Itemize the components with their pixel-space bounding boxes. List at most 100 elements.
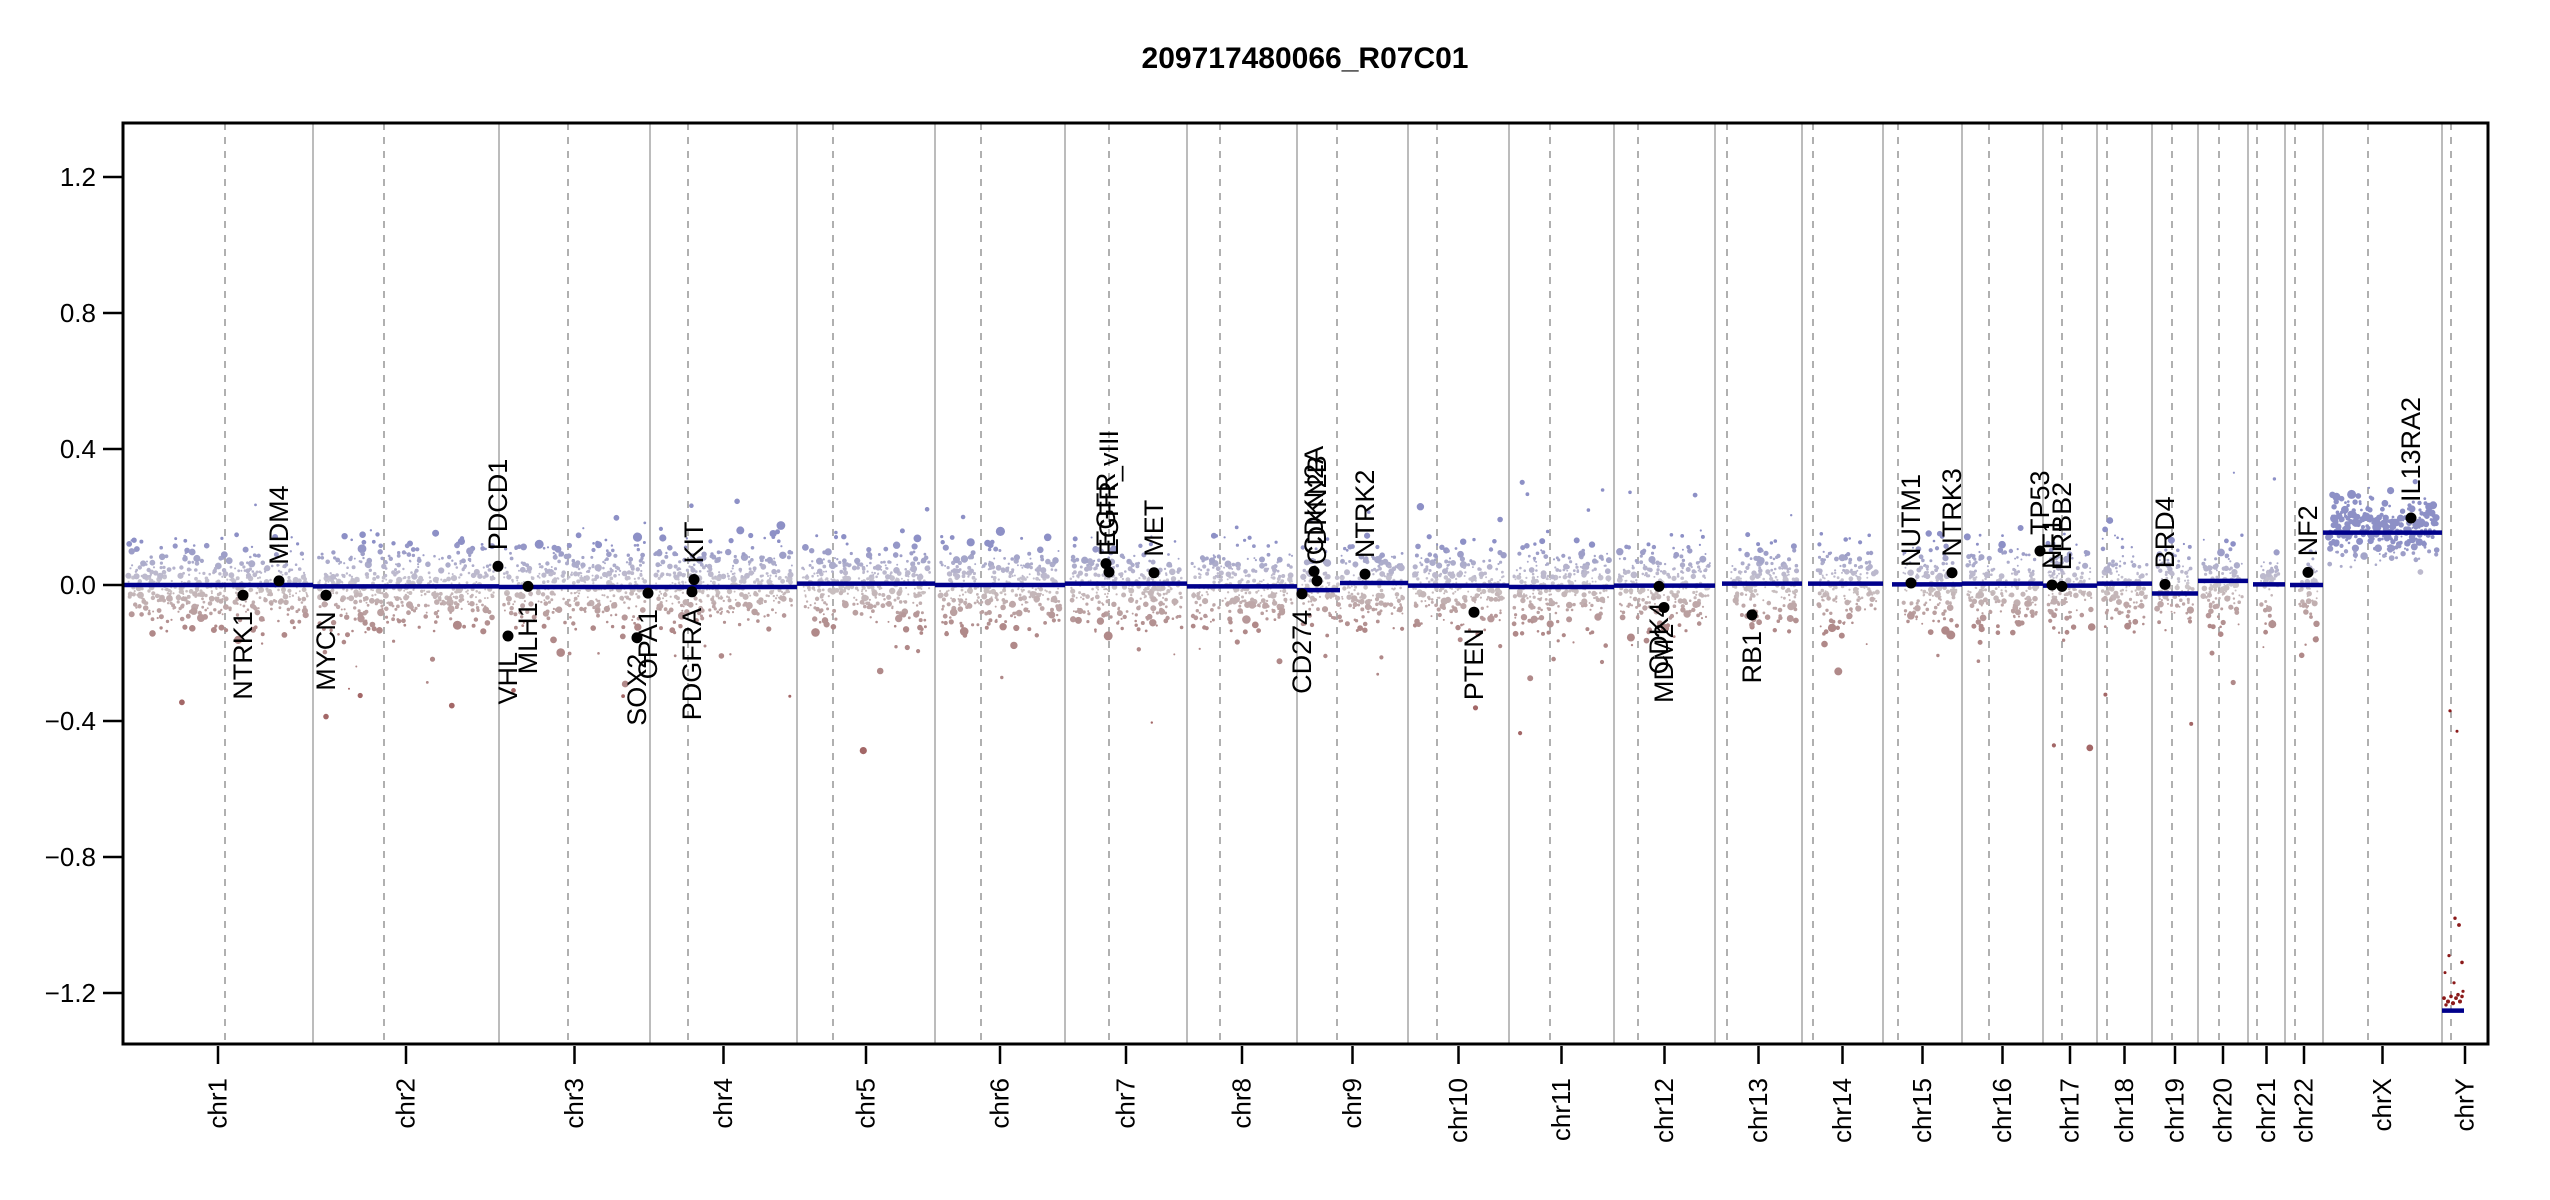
chrY-deep-loss-point bbox=[2444, 1003, 2448, 1007]
gene-annotation-label: NF2 bbox=[2293, 505, 2323, 556]
x-tick-label: chr13 bbox=[1743, 1078, 1773, 1143]
gene-annotation-label: IL13RA2 bbox=[2396, 397, 2426, 502]
y-tick-label: 0.4 bbox=[60, 434, 96, 464]
y-tick-label: 1.2 bbox=[60, 162, 96, 192]
x-tick-label: chr15 bbox=[1907, 1078, 1937, 1143]
x-tick-label: chr3 bbox=[559, 1078, 589, 1129]
gene-annotation-label: CDKN2A bbox=[1299, 446, 1329, 556]
gene-annotation-label: OPA1 bbox=[633, 609, 663, 679]
gene-dot bbox=[273, 575, 285, 587]
gene-dot bbox=[237, 589, 249, 601]
gene-dot bbox=[1468, 606, 1480, 618]
chrY-deep-loss-point bbox=[2452, 981, 2456, 985]
gene-annotation-label: KIT bbox=[679, 522, 709, 564]
scatter-points-bucket bbox=[147, 605, 2313, 618]
gene-dot bbox=[1296, 588, 1308, 600]
gene-annotation-label: CDK4 bbox=[1644, 602, 1674, 674]
gene-annotation-label: PTEN bbox=[1459, 628, 1489, 700]
gene-annotation-label: EGFR_vIII bbox=[1094, 430, 1124, 556]
gene-dot bbox=[2034, 545, 2046, 557]
gene-annotation-label: NTRK2 bbox=[1350, 470, 1380, 559]
chrY-deep-loss-point bbox=[2442, 996, 2446, 1000]
gene-annotation-label: CD274 bbox=[1287, 610, 1317, 694]
gene-annotation-label: PDCD1 bbox=[483, 459, 513, 551]
scatter-points-bucket bbox=[131, 558, 2378, 570]
y-axis: 1.2 0.8 0.4 0.0 −0.4 −0.8 −1.2 bbox=[45, 162, 123, 1008]
x-tick-label: chr22 bbox=[2289, 1078, 2319, 1143]
gene-dot bbox=[1653, 580, 1665, 592]
y-tick-label: 0.8 bbox=[60, 298, 96, 328]
gene-annotation-label: EGFR bbox=[1091, 473, 1121, 548]
chrY-deep-loss-point bbox=[2453, 916, 2457, 920]
gene-dot bbox=[1148, 567, 1160, 579]
scatter-points-bucket bbox=[128, 547, 2439, 559]
chrY-deep-loss-point bbox=[2458, 999, 2462, 1004]
plot-title: 209717480066_R07C01 bbox=[1142, 42, 1469, 75]
x-tick-label: chr9 bbox=[1337, 1078, 1367, 1129]
chrY-deep-loss-point bbox=[2454, 996, 2458, 1000]
scatter-points-bucket bbox=[126, 471, 2440, 549]
chrY-deep-loss-point bbox=[2446, 999, 2450, 1004]
x-tick-label: chr19 bbox=[2160, 1078, 2190, 1143]
gene-dot bbox=[1359, 568, 1371, 580]
chrY-deep-loss-point bbox=[2447, 954, 2451, 958]
gene-annotation-label: CDKN2B bbox=[1302, 455, 1332, 565]
chrY-deep-loss-point bbox=[2455, 729, 2459, 733]
x-tick-label: chr8 bbox=[1227, 1078, 1257, 1129]
chrY-deep-loss-point bbox=[2443, 971, 2447, 975]
gene-dot bbox=[502, 630, 514, 642]
gene-annotation-label: NTRK1 bbox=[228, 611, 258, 700]
gene-dot bbox=[522, 580, 534, 592]
x-tick-label: chr5 bbox=[851, 1078, 881, 1129]
gene-annotation-label: MDM4 bbox=[264, 485, 294, 565]
chrY-deep-loss-point bbox=[2450, 1001, 2456, 1006]
scatter-points-bucket bbox=[133, 541, 2440, 554]
y-tick-label: −0.8 bbox=[45, 842, 96, 872]
y-tick-label: −0.4 bbox=[45, 706, 96, 736]
gene-dot bbox=[1103, 566, 1115, 578]
gene-dot bbox=[686, 586, 698, 598]
gene-dot bbox=[2046, 579, 2058, 591]
gene-dot bbox=[1658, 601, 1670, 613]
gene-annotation-label: SOX2 bbox=[622, 654, 652, 726]
x-tick-label: chr1 bbox=[203, 1078, 233, 1129]
x-tick-label: chr17 bbox=[2055, 1078, 2085, 1143]
gene-dot bbox=[631, 632, 643, 644]
scatter-points-bucket bbox=[125, 568, 2424, 581]
x-tick-label: chr20 bbox=[2208, 1078, 2238, 1143]
gene-dot bbox=[2302, 566, 2314, 578]
x-tick-label: chrY bbox=[2450, 1078, 2480, 1131]
scatter-points-bucket bbox=[149, 552, 2421, 565]
chrY-deep-loss-point bbox=[2460, 994, 2464, 999]
x-tick-label: chr12 bbox=[1649, 1078, 1679, 1143]
x-tick-label: chr6 bbox=[985, 1078, 1015, 1129]
chrY-deep-loss-point bbox=[2449, 994, 2453, 999]
gene-dot bbox=[2056, 580, 2068, 592]
scatter-points-bucket bbox=[129, 563, 2353, 575]
plot-border bbox=[121, 121, 2490, 1046]
scatter-points-bucket bbox=[133, 600, 2310, 613]
chrY-deep-loss-point bbox=[2456, 992, 2460, 997]
gene-annotation-label: RB1 bbox=[1737, 631, 1767, 684]
x-tick-label: chr11 bbox=[1546, 1078, 1576, 1141]
scatter-layer bbox=[125, 471, 2440, 755]
gene-dot bbox=[1946, 567, 1958, 579]
x-tick-label: chr7 bbox=[1111, 1078, 1141, 1129]
gene-dot bbox=[642, 587, 654, 599]
scatter-points-bucket bbox=[149, 620, 2319, 688]
gene-annotation-label: ERBB2 bbox=[2047, 482, 2077, 571]
gene-annotation-label: PDGFRA bbox=[677, 608, 707, 721]
x-tick-label: chr14 bbox=[1827, 1078, 1857, 1143]
gene-annotation-label: NF1 bbox=[2037, 518, 2067, 569]
y-tick-label: −1.2 bbox=[45, 978, 96, 1008]
gene-annotation-label: MET bbox=[1139, 500, 1169, 557]
chrY-deep-loss-point bbox=[2448, 709, 2452, 713]
gene-annotation-label: VHL bbox=[493, 652, 523, 705]
gene-dot bbox=[688, 574, 700, 586]
gene-dot bbox=[2159, 578, 2171, 590]
gene-annotation-label: MLH1 bbox=[513, 602, 543, 674]
x-tick-label: chr16 bbox=[1987, 1078, 2017, 1143]
